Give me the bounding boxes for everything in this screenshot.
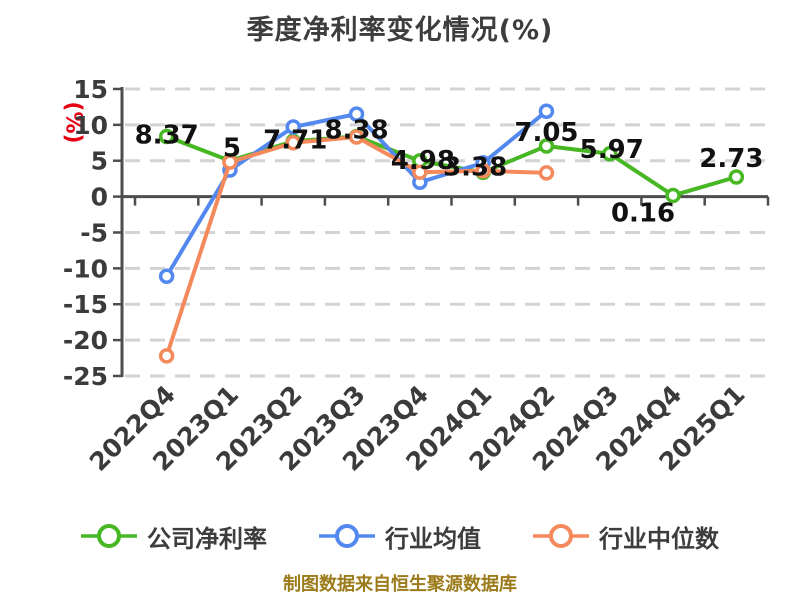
- series-industry-average: [158, 103, 555, 284]
- y-tick-label: 5: [91, 147, 108, 176]
- company-net-margin-point: [728, 169, 745, 185]
- y-tick-label: -20: [63, 326, 108, 355]
- legend-item-industry-average[interactable]: 行业均值: [319, 519, 481, 554]
- company-net-margin-point: [665, 187, 681, 204]
- industry-average-point: [285, 119, 301, 135]
- industry-average-point: [158, 268, 175, 284]
- x-axis: [122, 195, 770, 206]
- y-tick-label: -15: [63, 290, 108, 319]
- y-tick-label: 10: [73, 111, 108, 140]
- industry-median-point: [285, 135, 301, 151]
- y-tick-label: -10: [63, 254, 108, 283]
- y-tick-label: -25: [63, 362, 108, 391]
- industry-median-point: [158, 348, 175, 364]
- data-label: 8.37: [135, 121, 199, 151]
- legend-item-company-net-margin[interactable]: 公司净利率: [81, 519, 267, 554]
- data-label: 5.97: [580, 135, 644, 165]
- series-industry-median: [158, 129, 555, 364]
- industry-median-point: [538, 165, 555, 181]
- x-tick-labels: 2022Q42023Q12023Q22023Q32023Q42024Q12024…: [84, 380, 751, 477]
- data-label: 8.38: [324, 115, 388, 145]
- industry-average-legend-marker-icon: [319, 524, 375, 548]
- industry-median-point: [412, 164, 428, 180]
- chart-title: 季度净利率变化情况(%): [246, 15, 554, 46]
- data-label: 7.05: [514, 118, 578, 148]
- industry-average-point: [348, 106, 365, 122]
- industry-median-point: [222, 154, 238, 170]
- gridlines: [125, 87, 768, 378]
- legend-label: 行业中位数: [599, 524, 719, 553]
- legend-dot: [97, 524, 121, 548]
- industry-average-point: [538, 103, 555, 119]
- y-tick-label: 0: [91, 183, 108, 212]
- data-label: 7.71: [263, 125, 327, 155]
- industry-median-legend-marker-icon: [533, 524, 589, 548]
- legend-item-industry-median[interactable]: 行业中位数: [533, 519, 719, 554]
- company-net-margin-point: [538, 138, 555, 154]
- company-net-margin-legend-marker-icon: [81, 524, 137, 548]
- legend-dot: [335, 524, 359, 548]
- company-net-margin-point: [158, 128, 175, 145]
- data-label: 4.98: [391, 146, 455, 176]
- y-tick-label: 15: [73, 75, 108, 104]
- data-source-note: 制图数据来自恒生聚源数据库: [283, 574, 517, 595]
- legend-label: 行业均值: [385, 524, 481, 553]
- industry-median-point: [348, 129, 365, 145]
- industry-median-point: [475, 163, 491, 179]
- chart-legend: 公司净利率 行业均值 行业中位数: [0, 512, 800, 560]
- legend-dot: [549, 524, 573, 548]
- y-axis: 15 10 5 0 -5 -10 -15 -20 -25: [63, 75, 124, 391]
- data-label: 2.73: [699, 144, 763, 174]
- legend-label: 公司净利率: [147, 524, 267, 553]
- company-net-margin-point: [602, 146, 618, 162]
- data-labels: 8.37 5 7.718.384.983.387.055.97 0.16 2.73: [135, 115, 764, 228]
- data-label: 0.16: [611, 198, 675, 228]
- data-label: 5: [223, 134, 241, 164]
- data-label: 3.38: [443, 152, 507, 182]
- y-tick-label: -5: [80, 218, 108, 247]
